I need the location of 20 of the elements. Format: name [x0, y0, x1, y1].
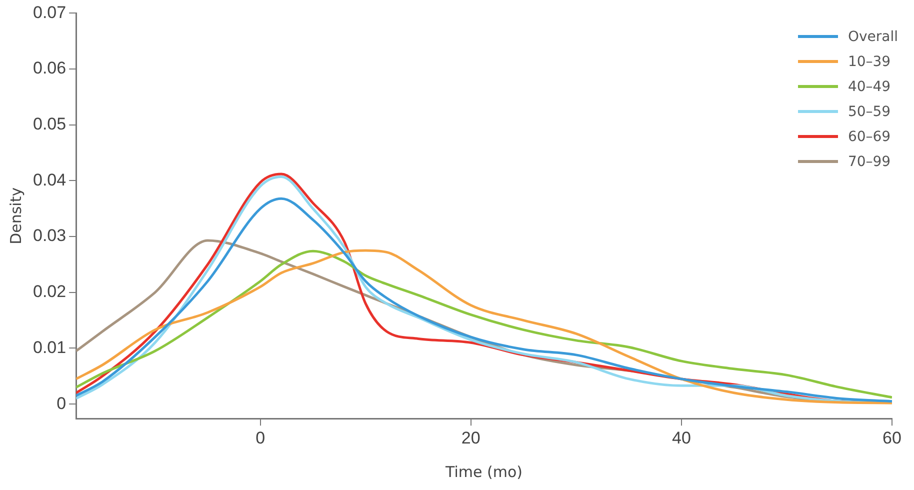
y-tick-label: 0.05 [32, 114, 66, 134]
legend-label: 10–39 [848, 54, 891, 70]
legend-label: 50–59 [848, 104, 891, 120]
y-tick-label: 0.06 [32, 58, 66, 78]
y-tick-label: 0.04 [32, 170, 66, 190]
y-tick-label: 0.07 [32, 2, 66, 22]
x-axis-title: Time (mo) [444, 462, 523, 481]
y-tick-label: 0.03 [32, 226, 66, 246]
y-tick-label: 0.01 [32, 338, 66, 357]
y-tick-label: 0.02 [32, 282, 66, 302]
legend-label: 60–69 [848, 128, 891, 144]
legend-label: Overall [848, 28, 898, 44]
x-tick-label: 0 [256, 428, 266, 448]
y-tick-label: 0 [56, 394, 66, 413]
x-tick-label: 60 [882, 428, 902, 448]
legend-label: 70–99 [848, 154, 891, 170]
x-tick-label: 40 [672, 428, 691, 448]
x-tick-label: 20 [461, 428, 480, 448]
y-axis-title: Density [6, 187, 25, 244]
legend-label: 40–49 [848, 78, 891, 94]
